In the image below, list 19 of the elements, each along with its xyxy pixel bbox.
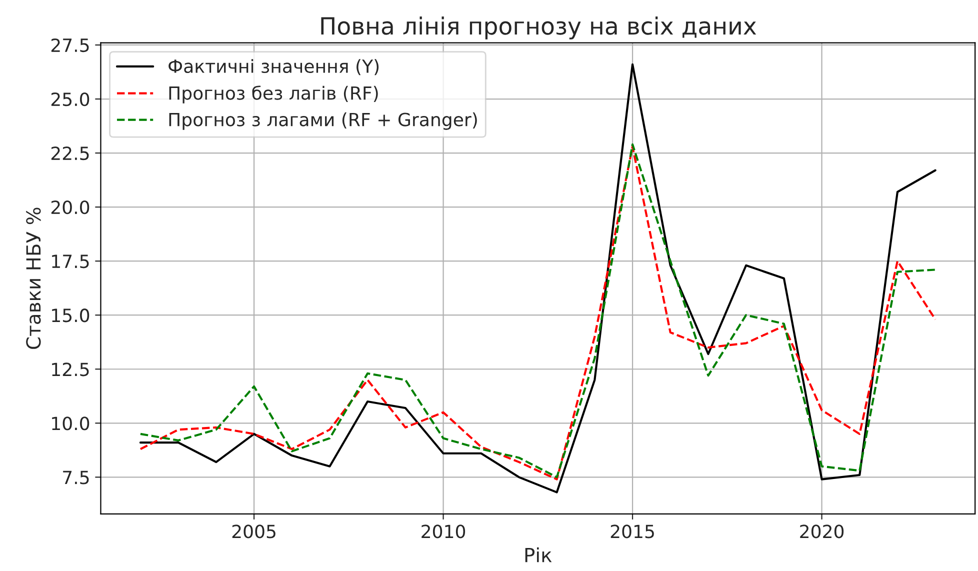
legend-label: Фактичні значення (Y) xyxy=(168,59,379,76)
chart-title: Повна лінія прогнозу на всіх даних xyxy=(321,16,756,40)
x-axis-title: Рік xyxy=(525,547,552,562)
y-tick-label: 27.5 xyxy=(51,38,89,52)
y-tick-label: 15.0 xyxy=(52,308,90,322)
legend-label: Прогноз з лагами (RF + Granger) xyxy=(169,112,477,130)
x-tick-label: 2010 xyxy=(422,524,466,538)
y-tick-label: 20.0 xyxy=(51,200,90,214)
y-tick-label: 25.0 xyxy=(51,92,90,106)
x-tick-label: 2015 xyxy=(610,524,654,538)
y-tick-label: 10.0 xyxy=(52,416,90,430)
legend-label: Прогноз без лагів (RF) xyxy=(169,86,378,104)
y-tick-label: 12.5 xyxy=(52,362,89,376)
y-tick-label: 7.5 xyxy=(63,470,89,484)
y-tick-label: 22.5 xyxy=(51,146,89,160)
x-tick-label: 2005 xyxy=(232,524,276,538)
y-tick-label: 17.5 xyxy=(52,254,89,268)
y-axis-title: Ставки НБУ % xyxy=(26,208,41,349)
x-tick-label: 2020 xyxy=(800,524,844,538)
